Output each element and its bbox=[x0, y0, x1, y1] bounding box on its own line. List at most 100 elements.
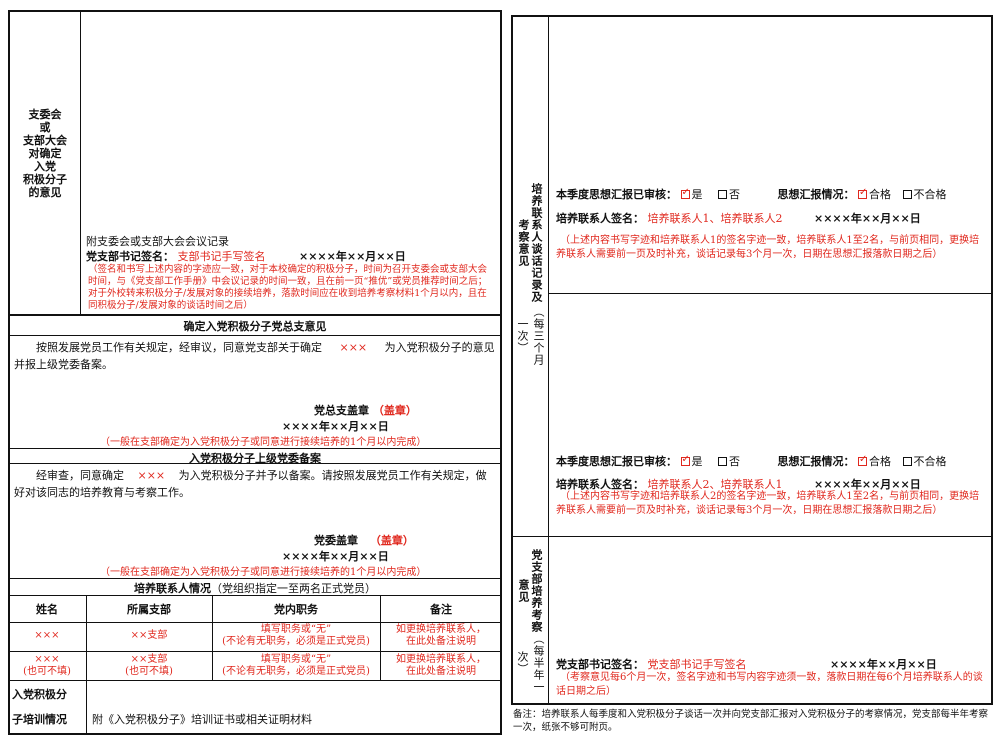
pass-checkbox[interactable]: 合格 bbox=[858, 454, 891, 468]
talk-sub: （每三个月一次） bbox=[512, 306, 548, 366]
sign-date: ××××年××月××日 bbox=[814, 212, 921, 225]
party-stamp: 党委盖章 （盖章） bbox=[314, 532, 414, 548]
header-remark: 备注 bbox=[430, 603, 452, 616]
divider bbox=[8, 595, 502, 596]
checkbox-icon bbox=[718, 457, 727, 466]
contact-name-note: (也可不填) bbox=[23, 666, 71, 677]
contact-remark: 如更换培养联系人， bbox=[396, 654, 486, 665]
yes-label: 是 bbox=[691, 188, 703, 201]
branch-sub: （每半年一次） bbox=[512, 628, 548, 698]
party-body: 经审查，同意确定 ××× 为入党积极分子并予以备案。请按照发展党员工作有关规定，… bbox=[14, 467, 496, 501]
fail-label: 不合格 bbox=[913, 455, 947, 468]
checkbox-icon bbox=[902, 457, 912, 466]
divider bbox=[8, 651, 502, 652]
sign-row-2: 培养联系人签名： 培养联系人2、培养联系人1 ××××年××月××日 bbox=[556, 476, 921, 492]
right-form-table bbox=[511, 15, 993, 705]
committee-sign-row: 党支部书记签名： 支部书记手写签名 ××××年××月××日 bbox=[86, 248, 406, 264]
header-branch: 所属支部 bbox=[127, 603, 171, 616]
branch-label: 党支部培养考察意见 bbox=[512, 546, 548, 636]
left-form-table bbox=[8, 10, 502, 735]
divider bbox=[8, 622, 502, 623]
block1-note: （上述内容书写字迹和培养联系人1的签名字迹一致，培养联系人1至2名，与前页相同，… bbox=[556, 235, 980, 260]
divider bbox=[80, 10, 81, 315]
checkbox-icon bbox=[680, 454, 690, 466]
sign-label: 培养联系人签名： bbox=[556, 212, 644, 225]
contact-branch: ××支部 bbox=[130, 630, 168, 641]
fail-checkbox[interactable]: 不合格 bbox=[902, 455, 947, 468]
general-title: 确定入党积极分子党总支意见 bbox=[183, 320, 327, 333]
stamp-marker: （盖章） bbox=[372, 404, 417, 417]
checkbox-icon bbox=[902, 190, 912, 199]
stamp-label: 党委盖章 bbox=[314, 534, 358, 547]
sign-date: ××××年××月××日 bbox=[299, 250, 406, 263]
contact-duty-note: (不论有无职务，必须是正式党员) bbox=[222, 666, 370, 677]
sign-value: 党支部书记手写签名 bbox=[647, 658, 747, 671]
divider bbox=[8, 448, 502, 449]
contact-remark-note: 在此处备注说明 bbox=[406, 666, 476, 677]
contact-remark: 如更换培养联系人， bbox=[396, 624, 486, 635]
general-body-text: 为入党积极分子的意见并报上级党委备案。 bbox=[14, 341, 495, 371]
contact-duty: 填写职务或“无” bbox=[260, 654, 332, 665]
contact-branch-note: (也可不填) bbox=[125, 666, 173, 677]
contacts-title-note: （党组织指定一至两名正式党员） bbox=[211, 582, 376, 595]
candidate-name: ××× bbox=[339, 341, 368, 354]
sign-label: 党支部书记签名： bbox=[556, 658, 644, 671]
divider bbox=[548, 15, 549, 705]
branch-note: （考察意见每6个月一次，签名字迹和书写内容字迹须一致，落款日期在每6个月培养联系… bbox=[556, 672, 983, 697]
party-note: （一般在支部确定为入党积极分子或同意进行接续培养的1个月以内完成） bbox=[100, 567, 427, 578]
contact-duty-note: (不论有无职务，必须是正式党员) bbox=[222, 636, 370, 647]
talk-sub-text: （每三个月一次） bbox=[516, 306, 545, 366]
fail-checkbox[interactable]: 不合格 bbox=[902, 188, 947, 201]
no-checkbox[interactable]: 否 bbox=[718, 188, 740, 201]
training-label-2: 子培训情况 bbox=[12, 713, 67, 726]
yes-checkbox[interactable]: 是 bbox=[680, 187, 703, 201]
stamp-marker: （盖章） bbox=[369, 534, 414, 547]
general-date: ××××年××月××日 bbox=[282, 420, 389, 433]
stamp-label: 党总支盖章 bbox=[314, 404, 369, 417]
party-body-text: 为入党积极分子并予以备案。请按照发展党员工作有关规定，做好对该同志的培养教育与考… bbox=[14, 469, 487, 499]
header-name: 姓名 bbox=[36, 603, 58, 616]
review-label: 本季度思想汇报已审核： bbox=[556, 188, 677, 201]
no-label: 否 bbox=[729, 188, 740, 201]
party-body-text: 经审查，同意确定 bbox=[36, 469, 124, 482]
committee-attach: 附支委会或支部大会会议记录 bbox=[86, 235, 229, 248]
branch-sign-row: 党支部书记签名： 党支部书记手写签名 ××××年××月××日 bbox=[556, 656, 937, 672]
sign-value: 支部书记手写签名 bbox=[177, 250, 266, 263]
fail-label: 不合格 bbox=[913, 188, 947, 201]
pass-checkbox[interactable]: 合格 bbox=[858, 187, 891, 201]
contacts-title: 培养联系人情况（党组织指定一至两名正式党员） bbox=[8, 580, 502, 596]
divider bbox=[8, 680, 502, 681]
divider bbox=[548, 293, 993, 294]
divider bbox=[8, 578, 502, 579]
committee-label: 支委会 或 支部大会 对确定 入党 积极分子 的意见 bbox=[23, 108, 67, 199]
divider bbox=[86, 680, 87, 735]
training-value: 附《入党积极分子》培训证书或相关证明材料 bbox=[92, 713, 312, 726]
review-row-2: 本季度思想汇报已审核： 是 否 思想汇报情况： 合格 不合格 bbox=[556, 453, 947, 469]
divider bbox=[8, 314, 502, 316]
contact-remark-note: 在此处备注说明 bbox=[406, 636, 476, 647]
no-checkbox[interactable]: 否 bbox=[718, 455, 740, 468]
divider bbox=[380, 595, 381, 680]
checkbox-icon bbox=[680, 187, 690, 199]
yes-label: 是 bbox=[691, 455, 703, 468]
talk-label: 培养联系人谈话记录及考察意见 bbox=[512, 178, 548, 308]
sign-date: ××××年××月××日 bbox=[814, 478, 921, 491]
sign-label: 培养联系人签名： bbox=[556, 478, 644, 491]
block2-note: （上述内容书写字迹和培养联系人2的签名字迹一致，培养联系人1至2名，与前页相同，… bbox=[556, 491, 980, 516]
branch-sub-text: （每半年一次） bbox=[516, 633, 545, 693]
sign-value: 培养联系人2、培养联系人1 bbox=[647, 478, 783, 491]
footnote: 备注：培养联系人每季度和入党积极分子谈话一次并向党支部汇报对入党积极分子的考察情… bbox=[513, 709, 989, 733]
party-title: 入党积极分子上级党委备案 bbox=[189, 452, 321, 465]
sign-row-1: 培养联系人签名： 培养联系人1、培养联系人2 ××××年××月××日 bbox=[556, 210, 921, 226]
general-stamp: 党总支盖章 （盖章） bbox=[314, 402, 417, 418]
contact-duty: 填写职务或“无” bbox=[260, 624, 332, 635]
divider bbox=[86, 595, 87, 680]
divider bbox=[8, 463, 502, 464]
yes-checkbox[interactable]: 是 bbox=[680, 454, 703, 468]
branch-label-text: 党支部培养考察意见 bbox=[517, 549, 543, 633]
divider bbox=[511, 536, 993, 537]
divider bbox=[212, 595, 213, 680]
review-label: 本季度思想汇报已审核： bbox=[556, 455, 677, 468]
checkbox-icon bbox=[858, 187, 867, 199]
header-duty: 党内职务 bbox=[274, 603, 318, 616]
